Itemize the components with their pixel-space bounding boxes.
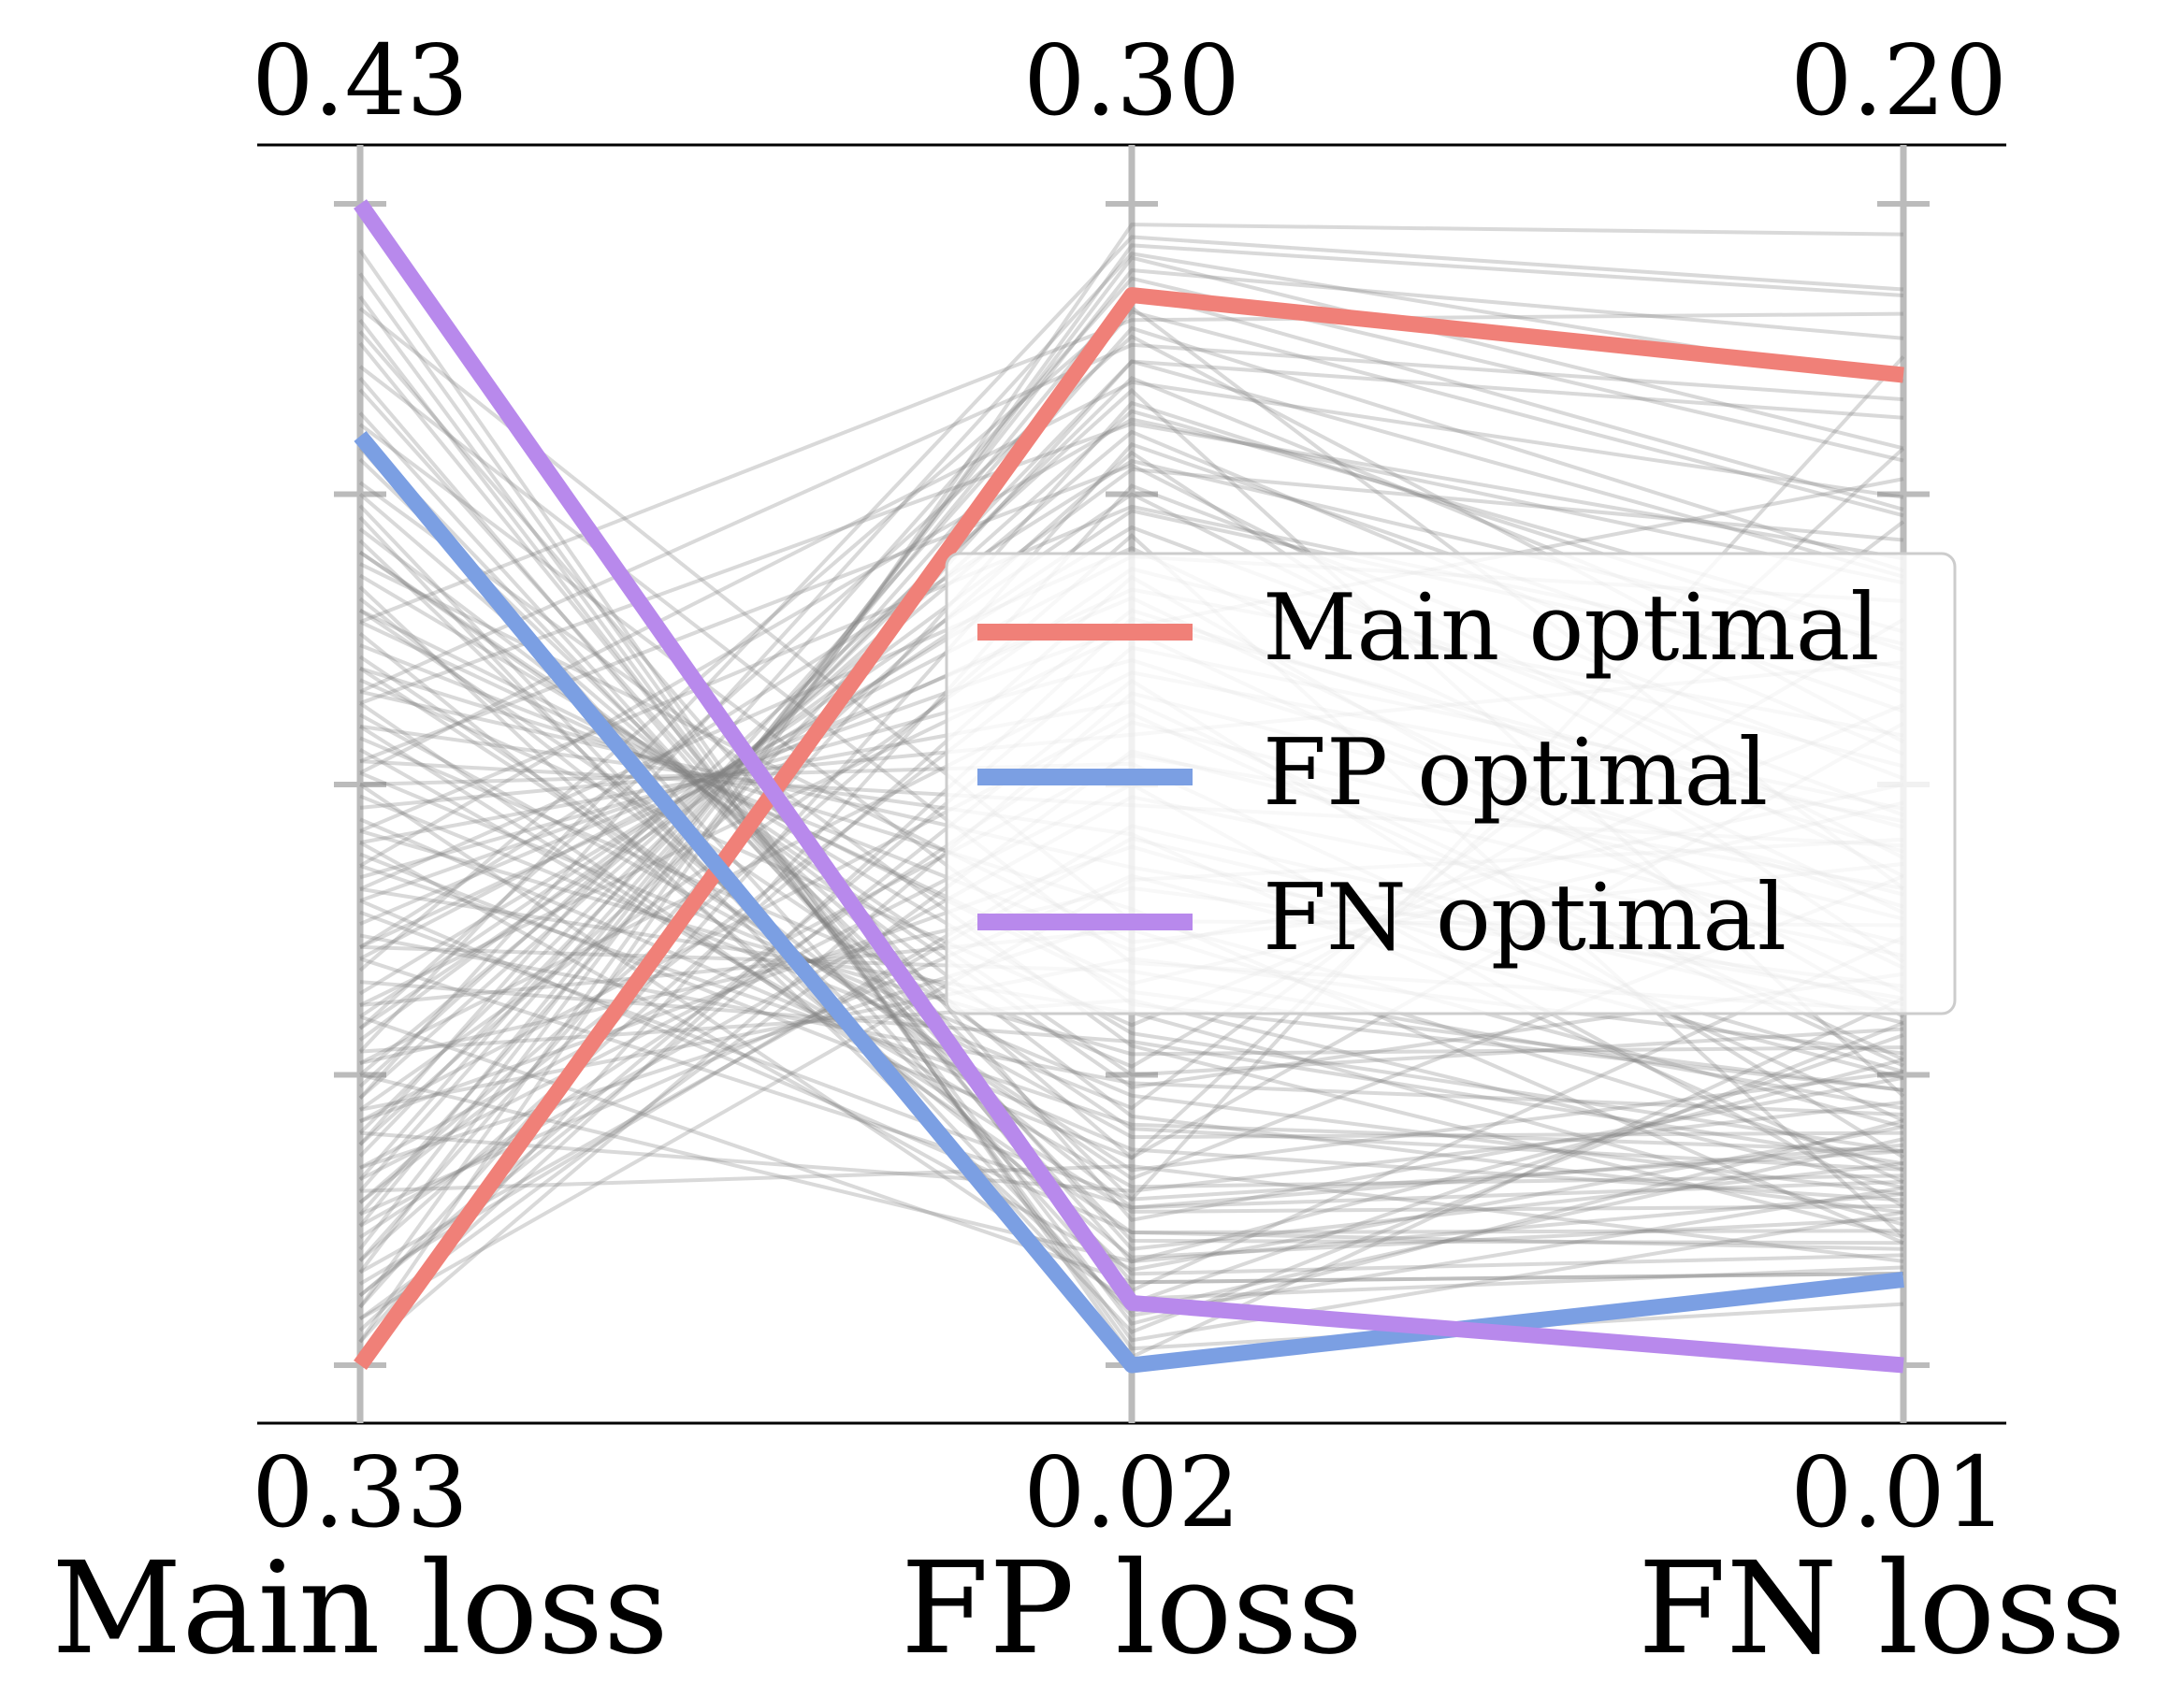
background-line	[358, 330, 1904, 1222]
background-line	[358, 388, 1904, 1251]
legend-label-main: Main optimal	[1263, 575, 1880, 682]
background-line	[358, 539, 1904, 1276]
background-line	[358, 504, 1904, 1317]
background-line	[358, 276, 1904, 1146]
background-line	[359, 957, 1904, 1210]
background-line	[359, 864, 1904, 1154]
background-line	[359, 380, 1904, 775]
background-line	[358, 223, 1904, 1344]
background-line	[358, 435, 1904, 1245]
background-line	[359, 1015, 1904, 1285]
background-line	[359, 422, 1904, 705]
background-line	[358, 359, 1904, 1158]
background-line	[358, 377, 1904, 1285]
background-line	[358, 481, 1904, 1239]
background-line	[358, 631, 1904, 1260]
background-line	[358, 467, 1904, 1042]
legend: Main optimal FP optimal FN optimal	[945, 552, 1957, 1015]
background-line	[359, 1164, 1904, 1263]
legend-box	[945, 552, 1957, 1015]
axis-main-bottom-label: 0.33	[252, 1435, 469, 1549]
background-line	[359, 770, 1904, 1196]
background-line	[358, 417, 1904, 868]
background-line	[358, 267, 1904, 1251]
axis-fn-bottom-label: 0.01	[1790, 1435, 2007, 1549]
series-line-fn-optimal	[354, 199, 1904, 1374]
legend-label-fn: FN optimal	[1263, 865, 1786, 972]
background-line	[358, 701, 1904, 1251]
background-line	[358, 411, 1904, 1264]
highlighted-series	[354, 199, 1904, 1374]
axis-fp-bottom-label: 0.02	[1023, 1435, 1240, 1549]
legend-label-fp: FP optimal	[1263, 720, 1768, 827]
background-line	[358, 667, 1904, 1173]
background-line	[359, 1073, 1904, 1264]
background-line	[359, 933, 1904, 1116]
background-line	[358, 295, 1904, 1343]
background-line	[358, 325, 1904, 1193]
background-line	[358, 573, 1904, 1154]
series-line-fp-optimal	[354, 430, 1904, 1374]
background-line	[359, 828, 1904, 1057]
background-line	[358, 597, 1904, 1210]
background-line	[358, 310, 1904, 1181]
background-line	[358, 255, 1904, 1274]
background-line	[359, 713, 1904, 1140]
axis-fn-top-label: 0.20	[1790, 23, 2007, 137]
axis-fn-name: FN loss	[1638, 1535, 2126, 1683]
axis-fp-top-label: 0.30	[1023, 23, 1240, 137]
axis-main-name: Main loss	[51, 1535, 669, 1683]
background-line	[359, 1100, 1904, 1193]
background-line	[358, 457, 1904, 1202]
background-line	[359, 311, 1904, 624]
background-line	[358, 609, 1904, 1172]
background-line	[358, 527, 1904, 1215]
background-line	[358, 243, 1904, 1309]
background-line	[358, 515, 1904, 1334]
axis-main-top-label: 0.43	[252, 23, 469, 137]
background-line	[358, 585, 1904, 1314]
axis-fp-name: FP loss	[901, 1535, 1363, 1683]
background-line	[358, 725, 1904, 1214]
background-line	[358, 272, 1904, 1351]
series-line-main-optimal	[354, 287, 1904, 1370]
background-line	[359, 841, 1904, 1273]
background-line	[358, 318, 1904, 1326]
background-line	[358, 359, 1904, 1216]
background-line	[358, 252, 1904, 1100]
background-line	[359, 747, 1904, 1189]
background-line	[358, 550, 1904, 1077]
background-line	[358, 235, 1904, 1054]
background-line	[359, 817, 1904, 1202]
